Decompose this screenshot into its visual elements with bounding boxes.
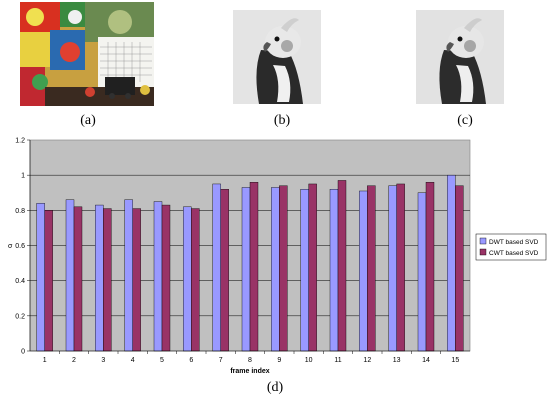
y-tick-label: 0.8 — [15, 208, 25, 215]
x-tick-label: 1 — [43, 357, 47, 364]
x-tick-label: 12 — [363, 357, 371, 364]
x-tick-label: 9 — [277, 357, 281, 364]
bar-cwt — [249, 182, 259, 352]
bar-cwt — [279, 185, 288, 352]
bar-dwt — [388, 185, 397, 352]
x-tick-label: 8 — [248, 357, 252, 364]
legend-label-cwt: CWT based SVD — [489, 250, 539, 257]
bar-cwt — [73, 206, 83, 352]
legend: DWT based SVD CWT based SVD — [475, 233, 547, 261]
bar-cwt — [367, 185, 376, 352]
x-tick-label: 6 — [189, 357, 193, 364]
bar-cwt — [103, 208, 112, 352]
bar-cwt — [308, 183, 317, 352]
bar-cwt — [396, 183, 405, 352]
y-axis-title: σ — [8, 243, 13, 250]
y-tick-label: 0.4 — [15, 278, 25, 285]
x-tick-label: 7 — [219, 357, 223, 364]
bar-cwt — [425, 182, 435, 352]
panel-label-d: (d) — [266, 380, 284, 395]
bar-dwt — [329, 189, 339, 352]
x-tick-label: 15 — [451, 357, 459, 364]
bar-dwt — [447, 174, 456, 352]
x-tick-label: 5 — [160, 357, 164, 364]
legend-swatch-cwt — [479, 248, 487, 256]
bar-dwt — [271, 187, 280, 352]
x-tick-label: 14 — [422, 357, 430, 364]
parrot-image-original — [233, 10, 321, 104]
bar-dwt — [417, 192, 427, 352]
y-axis-ticks: 0 0.2 0.4 0.6 0.8 1 1.2 — [15, 138, 30, 356]
bar-cwt — [161, 204, 171, 352]
y-tick-label: 0.2 — [15, 313, 25, 320]
x-tick-label: 2 — [72, 357, 76, 364]
parrot-image-watermarked — [416, 10, 504, 104]
bar-dwt — [65, 199, 75, 352]
bar-cwt — [455, 185, 464, 352]
x-axis-ticks: 1 2 3 4 5 6 7 8 9 10 11 12 13 14 15 — [43, 351, 459, 364]
bar-dwt — [359, 190, 368, 352]
bar-dwt — [183, 206, 192, 352]
x-axis-title: frame index — [230, 368, 269, 375]
legend-label-dwt: DWT based SVD — [489, 239, 539, 246]
bar-dwt — [300, 189, 309, 352]
y-tick-label: 1.2 — [15, 138, 25, 145]
panel-label-c: (c) — [457, 113, 473, 128]
bar-cwt — [220, 189, 229, 352]
bar-dwt — [212, 183, 221, 352]
x-tick-label: 13 — [393, 357, 401, 364]
bar-dwt — [241, 187, 251, 352]
bar-cwt — [191, 208, 200, 352]
x-tick-label: 10 — [305, 357, 313, 364]
x-tick-label: 4 — [131, 357, 135, 364]
x-tick-label: 11 — [334, 357, 341, 364]
bar-group — [36, 174, 464, 352]
bar-cwt — [44, 210, 53, 352]
bar-cwt — [337, 180, 347, 352]
y-tick-label: 0.6 — [15, 243, 25, 250]
sigma-bar-chart: 00.20.40.60.811.2 1 2 3 4 5 6 7 8 9 10 11 12 13 14 15 … — [8, 138, 547, 375]
legend-swatch-dwt — [479, 237, 487, 245]
bar-dwt — [36, 203, 45, 352]
y-tick-label: 0 — [21, 349, 25, 356]
bar-dwt — [153, 201, 163, 352]
y-tick-label: 1 — [21, 173, 25, 180]
panel-label-b: (b) — [273, 113, 291, 128]
bar-cwt — [132, 208, 141, 352]
bar-dwt — [124, 199, 133, 352]
bar-dwt — [95, 204, 104, 352]
calendar-photo — [20, 2, 154, 106]
x-tick-label: 3 — [101, 357, 105, 364]
panel-label-a: (a) — [80, 113, 96, 128]
